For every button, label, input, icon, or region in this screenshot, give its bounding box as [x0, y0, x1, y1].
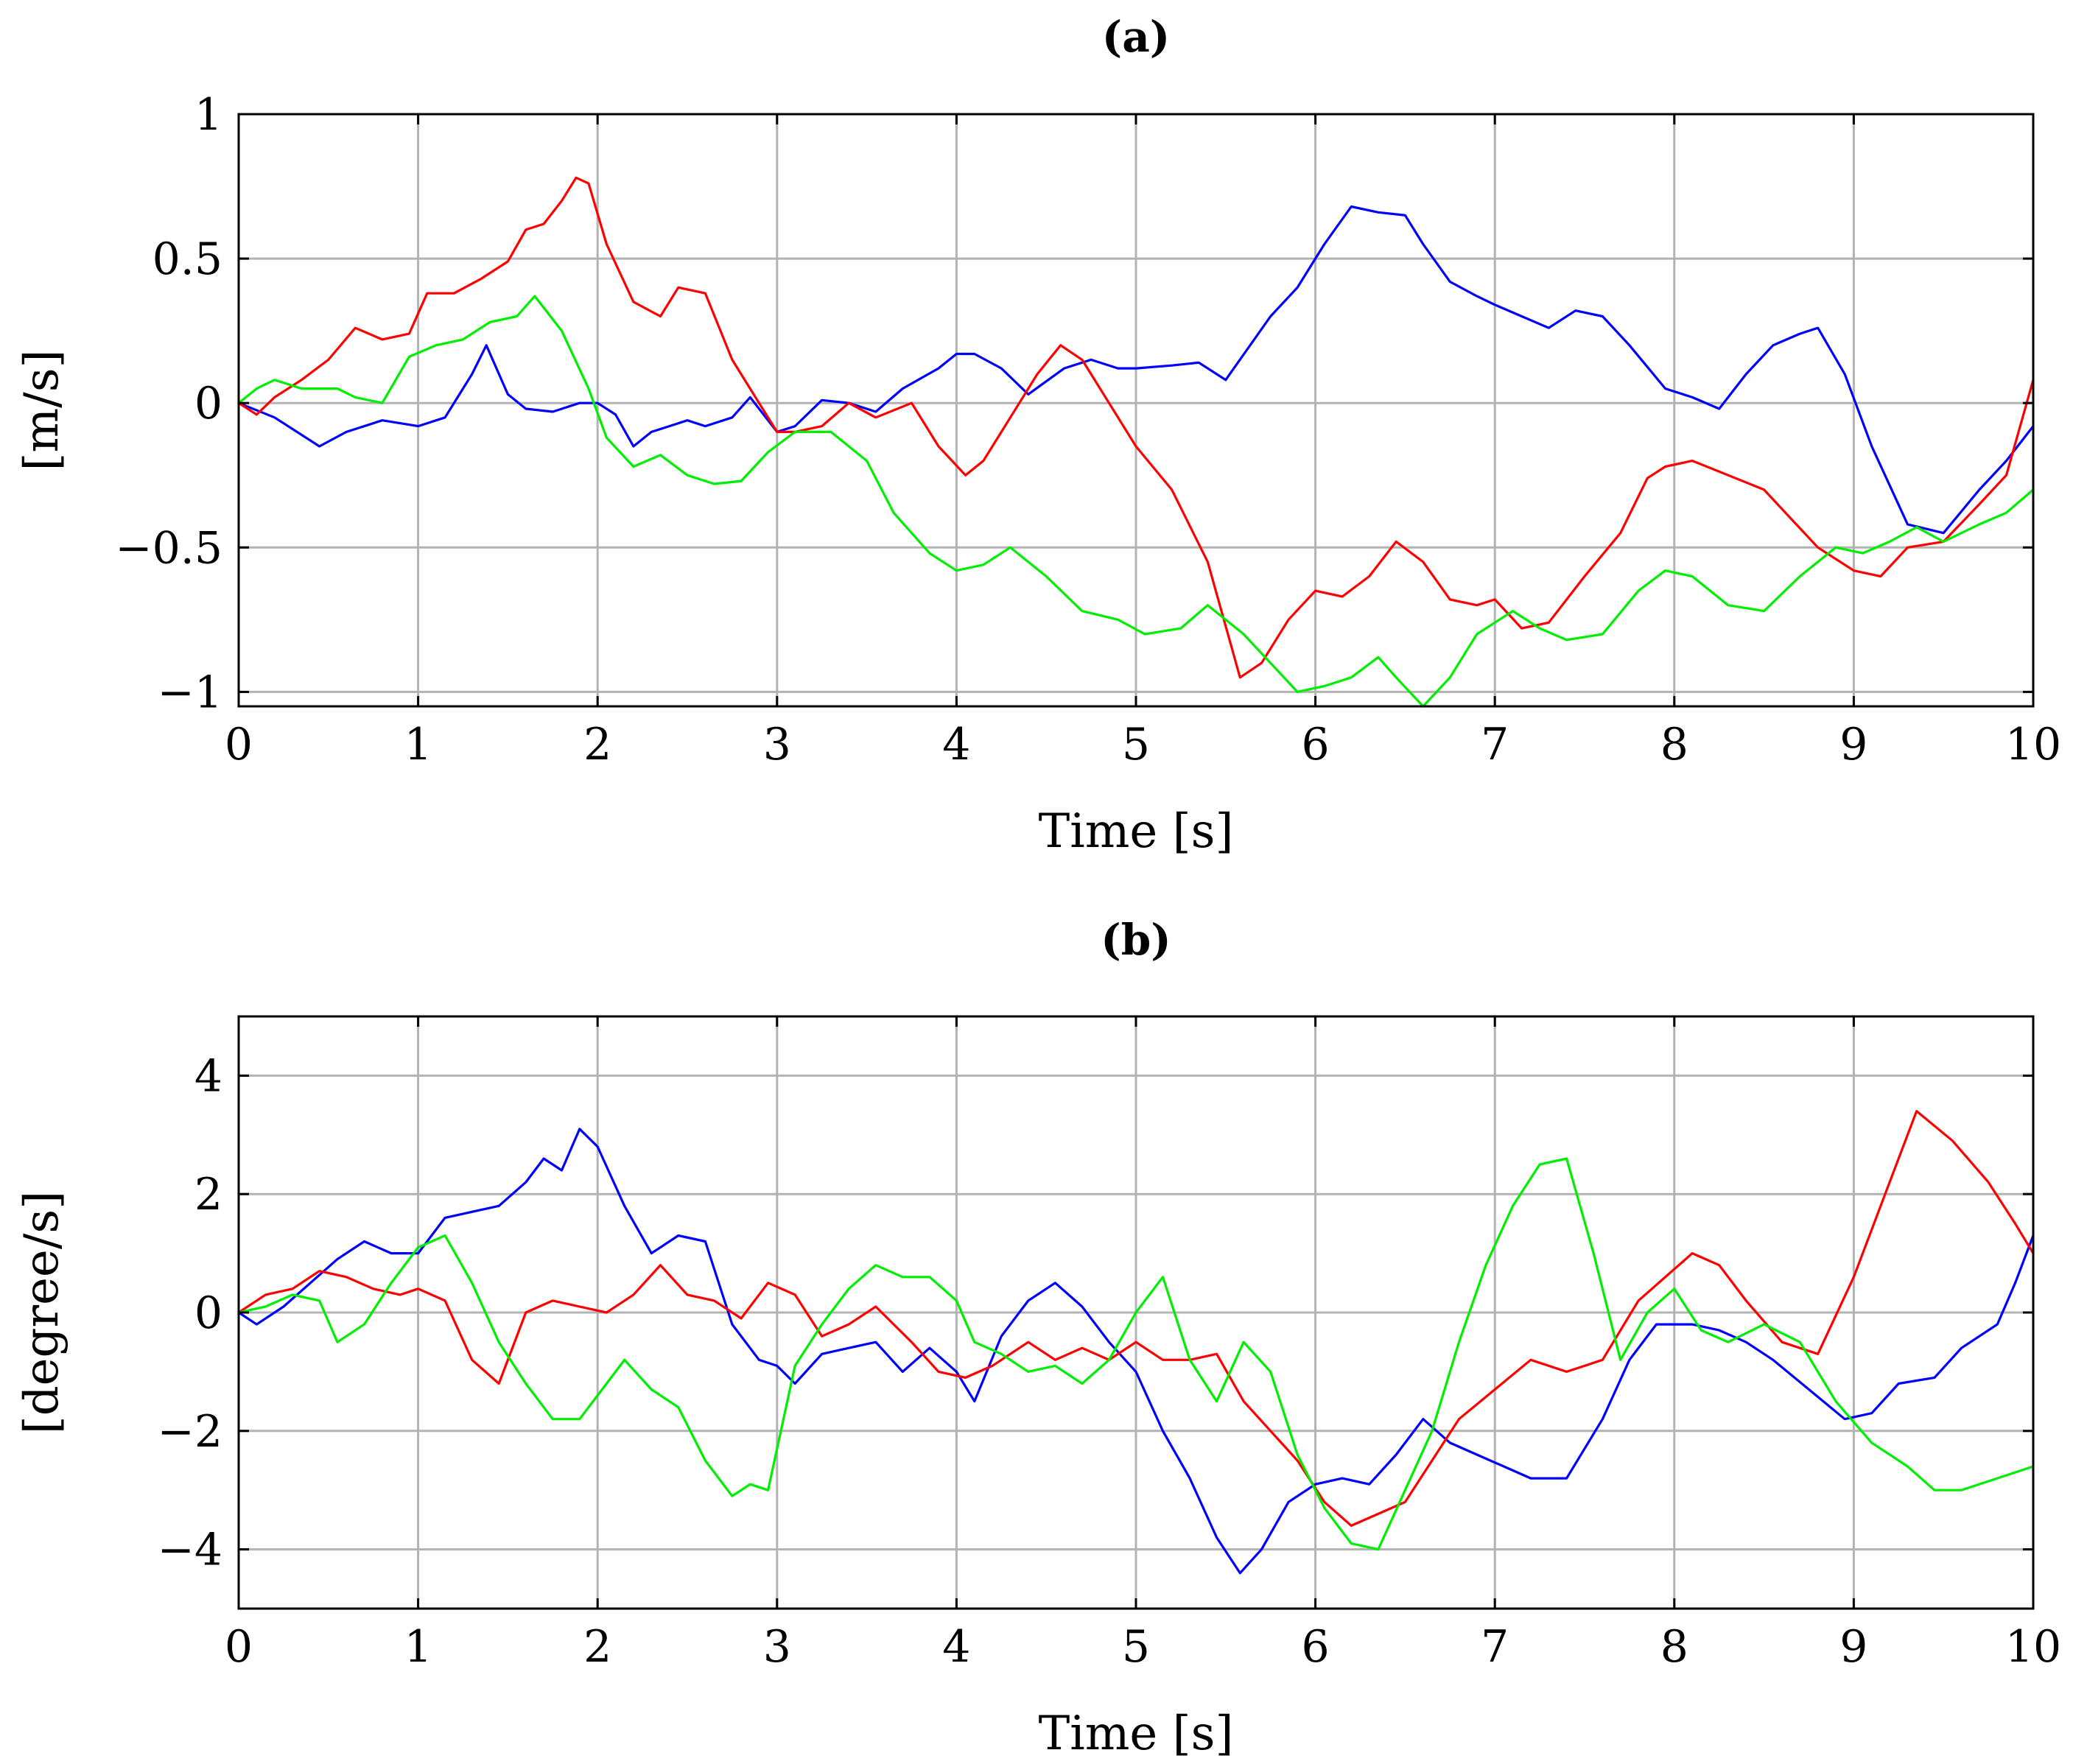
panel-b-x-tick-label: 0	[225, 1621, 253, 1673]
panel-b: (b) 0 1 2 3 4 5 6 7 8 9 10 −4 −2 0 2 4 Time [s] [degre…	[15, 915, 2061, 1761]
panel-b-x-tick-label: 10	[2005, 1621, 2061, 1673]
panel-b-y-ticks: −4 −2 0 2 4	[158, 1050, 2033, 1576]
panel-a-y-tick-label: −1	[158, 667, 222, 718]
panel-a-x-tick-label: 5	[1122, 719, 1150, 770]
panel-b-series-red	[237, 1109, 2035, 1527]
panel-a-series-red	[237, 176, 2035, 679]
panel-a-x-tick-label: 3	[763, 719, 791, 770]
panel-a-x-tick-label: 7	[1481, 719, 1509, 770]
panel-a-series	[237, 176, 2035, 708]
panel-a-x-ticks: 0 1 2 3 4 5 6 7 8 9 10	[225, 114, 2061, 770]
panel-b-y-tick-label: 0	[194, 1287, 222, 1339]
panel-a-x-tick-label: 1	[404, 719, 432, 770]
panel-a-x-tick-label: 2	[583, 719, 611, 770]
panel-b-x-ticks: 0 1 2 3 4 5 6 7 8 9 10	[225, 1016, 2061, 1673]
panel-b-x-tick-label: 7	[1481, 1621, 1509, 1673]
panel-a-y-ticks: −1 −0.5 0 0.5 1	[115, 89, 2033, 718]
panel-b-x-tick-label: 4	[942, 1621, 970, 1673]
panel-b-series-green	[237, 1157, 2035, 1551]
panel-a-x-tick-label: 4	[942, 719, 970, 770]
panel-a: (a) 0 1 2 3 4 5 6 7 8 9 10 −1 −0.5 0 0.5 1 Time [s] [m…	[15, 12, 2061, 859]
panel-a-series-green	[237, 295, 2035, 708]
panel-b-x-tick-label: 6	[1302, 1621, 1330, 1673]
panel-a-y-tick-label: 0	[194, 378, 222, 429]
panel-b-series	[237, 1109, 2035, 1575]
panel-b-title: (b)	[1101, 915, 1171, 965]
panel-a-series-blue	[237, 205, 2035, 535]
panel-a-title: (a)	[1102, 12, 1170, 62]
panel-b-x-tick-label: 1	[404, 1621, 432, 1673]
panel-a-y-tick-label: 0.5	[152, 233, 222, 285]
panel-b-x-tick-label: 5	[1122, 1621, 1150, 1673]
panel-b-y-tick-label: 2	[194, 1169, 222, 1220]
panel-a-x-tick-label: 6	[1302, 719, 1330, 770]
panel-a-y-tick-label: 1	[194, 89, 222, 141]
panel-a-y-label: [m/s]	[15, 349, 69, 471]
panel-b-x-label: Time [s]	[1039, 1707, 1234, 1761]
panel-a-x-tick-label: 8	[1660, 719, 1688, 770]
panel-a-x-tick-label: 0	[225, 719, 253, 770]
panel-a-y-tick-label: −0.5	[115, 522, 222, 574]
panel-b-y-tick-label: −4	[158, 1525, 222, 1576]
panel-b-x-tick-label: 2	[583, 1621, 611, 1673]
panel-a-x-tick-label: 10	[2005, 719, 2061, 770]
panel-b-x-tick-label: 3	[763, 1621, 791, 1673]
panel-b-series-blue	[237, 1128, 2035, 1575]
panel-b-x-tick-label: 9	[1839, 1621, 1867, 1673]
panel-b-y-tick-label: 4	[194, 1050, 222, 1102]
panel-a-x-tick-label: 9	[1839, 719, 1867, 770]
panel-a-x-label: Time [s]	[1039, 804, 1234, 859]
panel-a-grid	[237, 113, 2035, 706]
panel-b-x-tick-label: 8	[1660, 1621, 1688, 1673]
panel-b-y-label: [degree/s]	[15, 1191, 69, 1435]
panel-b-y-tick-label: −2	[158, 1406, 222, 1458]
